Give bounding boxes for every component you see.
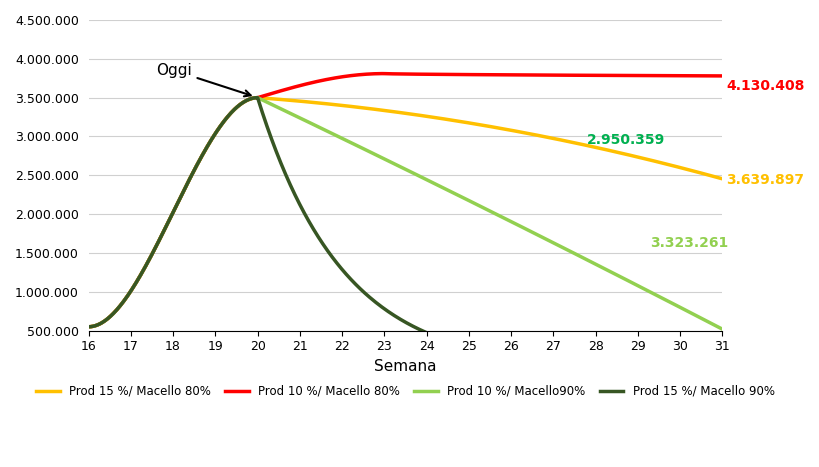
Prod 10 %/ Macello 80% <box>103 315 113 321</box>
Text: 2.950.359: 2.950.359 <box>586 134 664 148</box>
Prod 15 %/ Macello 80% <box>103 315 113 321</box>
Prod 15 %/ Macello 80% <box>252 95 262 100</box>
Prod 10 %/ Macello90% <box>103 315 113 321</box>
Prod 10 %/ Macello90% <box>156 235 165 241</box>
Text: 3.323.261: 3.323.261 <box>649 236 728 250</box>
Line: Prod 10 %/ Macello90%: Prod 10 %/ Macello90% <box>88 98 722 329</box>
Prod 15 %/ Macello 90% <box>715 366 725 371</box>
Line: Prod 15 %/ Macello 80%: Prod 15 %/ Macello 80% <box>88 98 722 327</box>
Prod 10 %/ Macello90% <box>335 134 345 140</box>
Prod 10 %/ Macello 80% <box>156 235 165 241</box>
Prod 15 %/ Macello 90% <box>335 264 345 270</box>
X-axis label: Semana: Semana <box>373 359 437 374</box>
Prod 10 %/ Macello 80% <box>479 72 489 78</box>
Prod 15 %/ Macello 80% <box>715 176 725 181</box>
Prod 15 %/ Macello 80% <box>479 123 489 128</box>
Prod 10 %/ Macello 80% <box>84 324 93 330</box>
Prod 10 %/ Macello90% <box>252 95 262 100</box>
Prod 10 %/ Macello90% <box>118 299 128 305</box>
Prod 10 %/ Macello 80% <box>118 299 128 305</box>
Prod 15 %/ Macello 80% <box>156 235 165 241</box>
Text: 3.639.897: 3.639.897 <box>726 173 803 187</box>
Prod 15 %/ Macello 90% <box>252 95 262 100</box>
Prod 15 %/ Macello 90% <box>84 324 93 330</box>
Prod 15 %/ Macello 90% <box>103 315 113 321</box>
Prod 15 %/ Macello 80% <box>335 102 345 108</box>
Prod 15 %/ Macello 90% <box>118 299 128 305</box>
Line: Prod 15 %/ Macello 90%: Prod 15 %/ Macello 90% <box>88 98 722 368</box>
Prod 15 %/ Macello 90% <box>156 235 165 241</box>
Prod 15 %/ Macello 90% <box>479 348 489 354</box>
Line: Prod 10 %/ Macello 80%: Prod 10 %/ Macello 80% <box>88 74 722 327</box>
Prod 15 %/ Macello 80% <box>717 176 726 182</box>
Prod 10 %/ Macello 80% <box>378 71 388 77</box>
Prod 10 %/ Macello 80% <box>333 75 343 80</box>
Prod 10 %/ Macello 80% <box>715 73 725 79</box>
Prod 10 %/ Macello90% <box>479 205 489 211</box>
Prod 15 %/ Macello 80% <box>84 324 93 330</box>
Prod 15 %/ Macello 90% <box>717 366 726 371</box>
Prod 10 %/ Macello 80% <box>717 73 726 79</box>
Prod 10 %/ Macello90% <box>84 324 93 330</box>
Text: Oggi: Oggi <box>156 63 251 96</box>
Prod 10 %/ Macello90% <box>717 326 726 332</box>
Text: 4.130.408: 4.130.408 <box>726 79 804 93</box>
Legend: Prod 15 %/ Macello 80%, Prod 10 %/ Macello 80%, Prod 10 %/ Macello90%, Prod 15 %: Prod 15 %/ Macello 80%, Prod 10 %/ Macel… <box>31 380 779 403</box>
Prod 10 %/ Macello90% <box>715 325 725 331</box>
Prod 15 %/ Macello 80% <box>118 299 128 305</box>
